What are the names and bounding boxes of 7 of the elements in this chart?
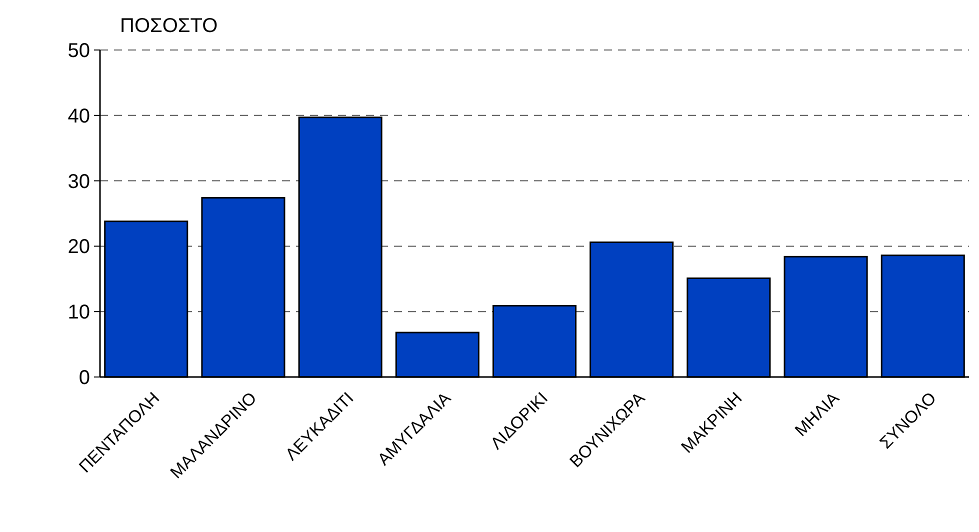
y-tick-label: 30 xyxy=(68,170,90,193)
y-tick-label: 40 xyxy=(68,105,90,128)
y-tick-label: 0 xyxy=(78,367,90,389)
y-tick-label: 10 xyxy=(68,302,90,324)
y-axis-title: ΠΟΣΟΣΤΟ xyxy=(120,15,218,37)
y-tick-label: 50 xyxy=(68,40,90,62)
y-tick-label: 20 xyxy=(68,236,90,258)
